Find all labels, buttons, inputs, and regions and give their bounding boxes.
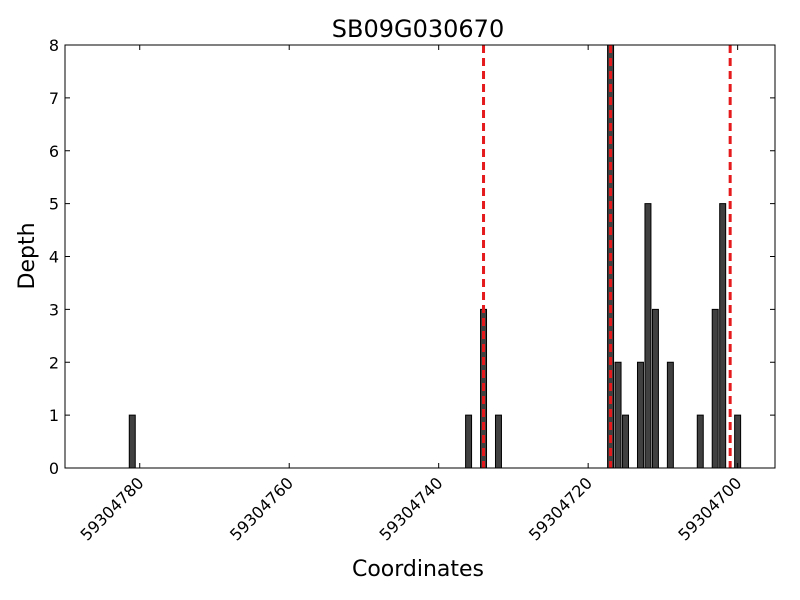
depth-bar <box>696 414 704 469</box>
depth-bar <box>719 203 727 469</box>
bars-layer <box>128 44 742 469</box>
y-tick-label: 7 <box>49 89 59 108</box>
y-tick-label: 0 <box>49 459 59 478</box>
y-tick-label: 3 <box>49 300 59 319</box>
y-axis-label: Depth <box>15 222 40 289</box>
y-tick-label: 6 <box>49 142 59 161</box>
depth-bar <box>644 203 652 469</box>
depth-bar <box>651 308 659 469</box>
y-tick-label: 2 <box>49 353 59 372</box>
depth-bar <box>614 361 622 469</box>
x-tick-label: 59304760 <box>226 473 297 544</box>
markers-layer <box>482 45 732 468</box>
depth-bar <box>622 414 630 469</box>
x-tick-label: 59304720 <box>525 473 596 544</box>
x-axis-label: Coordinates <box>352 557 484 582</box>
x-tick-label: 59304700 <box>674 473 745 544</box>
chart-title: SB09G030670 <box>332 15 504 43</box>
y-tick-label: 1 <box>49 406 59 425</box>
y-tick-label: 8 <box>49 36 59 55</box>
x-tick-label: 59304780 <box>77 473 148 544</box>
y-tick-label: 5 <box>49 195 59 214</box>
x-tick-label: 59304740 <box>375 473 446 544</box>
depth-bar <box>128 414 136 469</box>
y-tick-label: 4 <box>49 248 59 267</box>
depth-bar <box>465 414 473 469</box>
y-axis: 0 1 2 3 4 5 6 7 8 <box>49 36 775 478</box>
depth-bar <box>636 361 644 469</box>
depth-bar <box>711 308 719 469</box>
depth-bar <box>666 361 674 469</box>
depth-bar <box>734 414 742 469</box>
depth-bar <box>494 414 502 469</box>
